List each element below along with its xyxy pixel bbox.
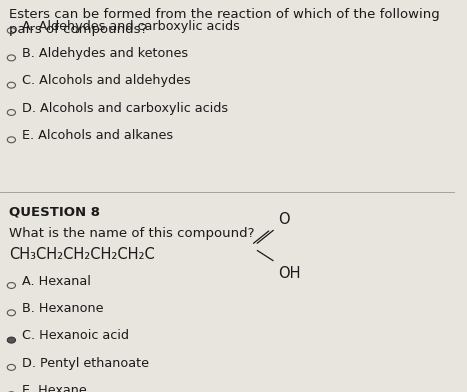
Text: D. Pentyl ethanoate: D. Pentyl ethanoate: [22, 357, 149, 370]
Text: E. Hexane: E. Hexane: [22, 384, 86, 392]
Text: Esters can be formed from the reaction of which of the following pairs of compou: Esters can be formed from the reaction o…: [9, 8, 440, 36]
Text: B. Hexanone: B. Hexanone: [22, 302, 103, 315]
Text: What is the name of this compound?: What is the name of this compound?: [9, 227, 255, 240]
Text: OH: OH: [278, 267, 300, 281]
Circle shape: [7, 337, 15, 343]
Text: CH₃CH₂CH₂CH₂CH₂C: CH₃CH₂CH₂CH₂CH₂C: [9, 247, 155, 262]
Text: A. Aldehydes and carboxylic acids: A. Aldehydes and carboxylic acids: [22, 20, 240, 33]
Text: O: O: [278, 212, 290, 227]
Text: QUESTION 8: QUESTION 8: [9, 205, 100, 219]
Text: C. Hexanoic acid: C. Hexanoic acid: [22, 329, 129, 342]
Text: B. Aldehydes and ketones: B. Aldehydes and ketones: [22, 47, 188, 60]
Text: E. Alcohols and alkanes: E. Alcohols and alkanes: [22, 129, 173, 142]
Text: A. Hexanal: A. Hexanal: [22, 275, 91, 288]
Text: D. Alcohols and carboxylic acids: D. Alcohols and carboxylic acids: [22, 102, 228, 115]
Text: C. Alcohols and aldehydes: C. Alcohols and aldehydes: [22, 74, 191, 87]
